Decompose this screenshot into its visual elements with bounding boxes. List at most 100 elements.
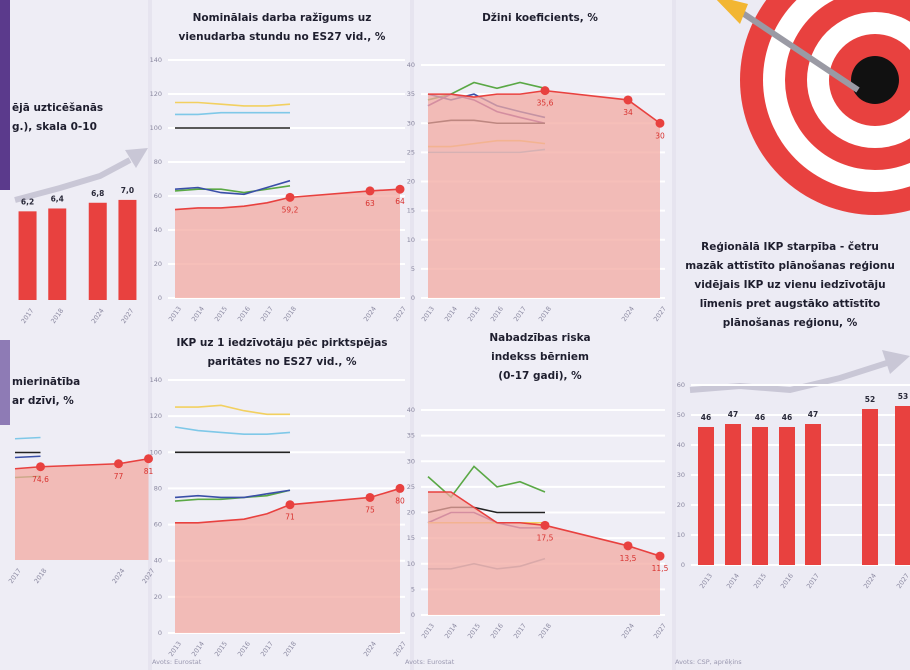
chart-title: paritātes no ES27 vid., %: [208, 356, 357, 368]
value-label: 47: [808, 410, 818, 419]
point-label: 30: [655, 131, 665, 140]
value-label: 53: [898, 392, 908, 401]
y-tick-label: 10: [677, 531, 685, 539]
point: [541, 521, 550, 530]
value-label: 46: [755, 413, 765, 422]
chart-title: (0-17 gadi), %: [498, 370, 582, 382]
y-tick-label: 40: [677, 441, 685, 449]
y-tick-label: 35: [407, 90, 415, 98]
bar: [752, 427, 768, 565]
y-tick-label: 40: [154, 557, 162, 565]
point-label: 63: [365, 199, 375, 208]
infographic: ējā uzticēšanāsg.), skala 0-102017201820…: [0, 0, 910, 670]
y-tick-label: 20: [154, 593, 162, 601]
point: [396, 185, 405, 194]
y-tick-label: 30: [407, 457, 415, 465]
y-tick-label: 35: [407, 432, 415, 440]
value-label: 6,8: [91, 189, 104, 198]
point-label: 34: [623, 108, 633, 117]
chart-title: mazāk attīstīto plānošanas reģionu: [685, 260, 895, 272]
y-tick-label: 60: [154, 521, 162, 529]
y-tick-label: 15: [407, 534, 415, 542]
value-label: 46: [701, 413, 711, 422]
y-tick-label: 0: [158, 629, 162, 637]
y-tick-label: 100: [150, 124, 162, 132]
point-label: 77: [114, 472, 124, 481]
y-tick-label: 80: [154, 158, 162, 166]
source-note: Avots: CSP, aprēķins: [675, 658, 742, 667]
point-label: 17,5: [537, 533, 554, 542]
point: [541, 86, 550, 95]
sidebar-accent: [0, 0, 10, 190]
y-tick-label: 10: [407, 560, 415, 568]
bar: [698, 427, 714, 565]
y-tick-label: 60: [154, 192, 162, 200]
point: [286, 500, 295, 509]
bar: [895, 406, 910, 565]
point: [656, 552, 665, 561]
value-label: 46: [782, 413, 792, 422]
source-note: Avots: Eurostat: [405, 658, 455, 666]
y-tick-label: 80: [154, 484, 162, 492]
y-tick-label: 10: [407, 236, 415, 244]
y-tick-label: 0: [158, 294, 162, 302]
y-tick-label: 25: [407, 148, 415, 156]
y-tick-label: 20: [677, 501, 685, 509]
point-label: 35,6: [537, 99, 554, 108]
sidebar-accent: [0, 340, 10, 425]
y-tick-label: 0: [681, 561, 685, 569]
bar: [89, 203, 107, 300]
y-tick-label: 50: [677, 411, 685, 419]
point-label: 59,2: [282, 205, 299, 214]
bar: [48, 208, 66, 300]
chart-title: Nominālais darba ražīgums uz: [193, 12, 372, 24]
bar: [725, 424, 741, 565]
value-label: 52: [865, 395, 875, 404]
chart-title: g.), skala 0-10: [12, 121, 97, 133]
point: [114, 459, 123, 468]
y-tick-label: 30: [407, 119, 415, 127]
y-tick-label: 120: [150, 90, 162, 98]
point: [624, 95, 633, 104]
y-tick-label: 15: [407, 207, 415, 215]
chart-title: Reģionālā IKP starpība - četru: [701, 241, 879, 253]
bar: [779, 427, 795, 565]
chart-title: ējā uzticēšanās: [12, 102, 103, 114]
bar: [118, 200, 136, 300]
point-label: 13,5: [620, 554, 637, 563]
value-label: 6,2: [21, 197, 34, 206]
y-tick-label: 40: [154, 226, 162, 234]
point: [624, 541, 633, 550]
value-label: 7,0: [121, 186, 134, 195]
y-tick-label: 140: [150, 376, 162, 384]
point-label: 71: [285, 513, 295, 522]
y-tick-label: 20: [407, 178, 415, 186]
y-tick-label: 0: [411, 611, 415, 619]
chart-title: vidējais IKP uz vienu iedzīvotāju: [694, 279, 885, 291]
value-label: 6,4: [51, 194, 64, 203]
y-tick-label: 20: [407, 509, 415, 517]
point-label: 74,6: [32, 475, 49, 484]
y-tick-label: 5: [411, 585, 415, 593]
point-label: 80: [395, 496, 405, 505]
y-tick-label: 40: [407, 61, 415, 69]
bar: [19, 211, 37, 300]
y-tick-label: 40: [407, 406, 415, 414]
point: [366, 493, 375, 502]
point-label: 64: [395, 197, 405, 206]
y-tick-label: 25: [407, 483, 415, 491]
y-tick-label: 0: [411, 294, 415, 302]
point-label: 81: [144, 467, 154, 476]
chart-title: indekss bērniem: [491, 351, 589, 363]
bar: [805, 424, 821, 565]
y-tick-label: 100: [150, 448, 162, 456]
chart-title: Džini koeficients, %: [482, 12, 598, 24]
y-tick-label: 20: [154, 260, 162, 268]
y-tick-label: 60: [677, 381, 685, 389]
point: [366, 186, 375, 195]
panel: [0, 0, 148, 670]
y-tick-label: 30: [677, 471, 685, 479]
point-label: 11,5: [652, 564, 669, 573]
chart-title: Nabadzības riska: [489, 332, 590, 344]
chart-title: ar dzīvi, %: [12, 395, 74, 407]
